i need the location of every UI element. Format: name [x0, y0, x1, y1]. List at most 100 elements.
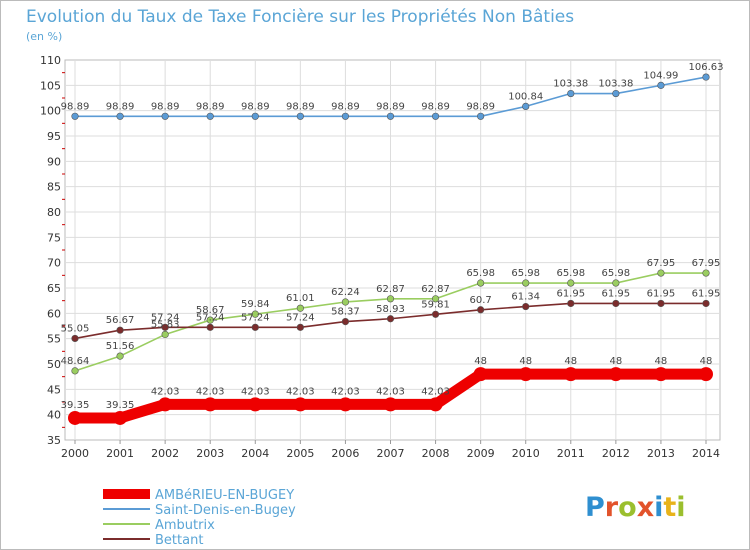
x-tick-label: 2009: [467, 447, 495, 460]
data-label: 106.63: [689, 62, 724, 73]
data-label: 62.87: [376, 284, 405, 295]
data-label: 100.84: [508, 91, 543, 102]
data-point: [206, 112, 214, 120]
data-point: [158, 397, 173, 412]
data-point: [293, 397, 308, 412]
data-label: 62.24: [331, 287, 360, 298]
data-label: 61.95: [602, 288, 631, 299]
x-tick-label: 2005: [286, 447, 314, 460]
data-point: [116, 352, 124, 360]
x-tick-label: 2012: [602, 447, 630, 460]
y-tick-label: 50: [47, 358, 61, 371]
data-point: [251, 310, 259, 318]
data-point: [657, 269, 665, 277]
legend: AMBéRIEU-EN-BUGEYSaint-Denis-en-BugeyAmb…: [103, 488, 296, 548]
grid-layer: [64, 59, 721, 441]
series-3: [71, 299, 710, 343]
y-tick-label: 45: [47, 383, 61, 396]
unit-label: (en %): [26, 30, 62, 43]
data-point: [567, 279, 575, 287]
data-label: 42.03: [421, 386, 450, 397]
series-0: [68, 367, 713, 425]
data-point: [296, 323, 304, 331]
y-tick-label: 70: [47, 257, 61, 270]
y-tick-label: 35: [47, 434, 61, 447]
data-point: [428, 397, 443, 412]
data-label: 61.95: [692, 288, 721, 299]
data-point: [657, 299, 665, 308]
data-point: [386, 112, 395, 120]
data-point: [161, 112, 169, 120]
data-point: [206, 323, 214, 331]
data-label: 61.01: [286, 293, 315, 304]
data-point: [296, 304, 304, 312]
data-label: 98.89: [106, 101, 135, 112]
data-point: [431, 112, 440, 120]
data-label: 65.98: [511, 268, 540, 279]
data-point: [608, 367, 623, 382]
chart-title: Evolution du Taux de Taxe Foncière sur l…: [26, 7, 574, 27]
data-point: [161, 323, 169, 331]
x-tick-label: 2006: [331, 447, 359, 460]
logo-letter: x: [637, 492, 654, 523]
data-point: [386, 295, 395, 303]
data-point: [341, 112, 350, 120]
axis-layer: 35 40 45 50 55 60 65 70 75 80 85 90 95 100 105 110 2000 2…: [40, 54, 720, 460]
data-point: [699, 367, 713, 382]
data-label: 98.89: [466, 101, 495, 112]
proxiti-logo: Proxiti: [585, 492, 686, 523]
data-label: 67.95: [692, 258, 721, 269]
series-2: [71, 269, 710, 375]
data-point: [477, 306, 485, 314]
data-label: 57.24: [196, 312, 225, 323]
x-tick-label: 2011: [557, 447, 585, 460]
data-label: 98.89: [331, 101, 360, 112]
data-label: 104.99: [643, 70, 678, 81]
data-point: [567, 299, 575, 308]
legend-label: Ambutrix: [155, 518, 215, 533]
data-label-layer: 39.35 39.35 42.03 42.03 42.03 42.03 42.03 42.03…: [61, 62, 724, 411]
x-tick-label: 2003: [196, 447, 224, 460]
logo-letter: r: [605, 492, 619, 523]
data-label: 98.89: [241, 101, 270, 112]
legend-label: AMBéRIEU-EN-BUGEY: [155, 488, 294, 503]
logo-letter: o: [618, 492, 637, 523]
data-point: [522, 302, 530, 311]
data-point: [702, 299, 710, 308]
data-label: 51.56: [106, 341, 135, 352]
y-tick-label: 105: [40, 79, 61, 92]
data-point: [518, 367, 533, 382]
data-point: [431, 310, 440, 318]
logo-letter: t: [663, 492, 676, 523]
data-point: [251, 323, 259, 331]
legend-label: Saint-Denis-en-Bugey: [155, 503, 296, 518]
x-tick-label: 2010: [512, 447, 540, 460]
data-point: [341, 298, 350, 306]
logo-letter: i: [654, 492, 663, 523]
series-1: [71, 73, 710, 120]
data-point: [338, 397, 353, 412]
x-tick-label: 2013: [647, 447, 675, 460]
data-label: 42.03: [196, 386, 225, 397]
data-label: 56.67: [106, 315, 135, 326]
x-tick-label: 2001: [106, 447, 134, 460]
data-label: 98.89: [376, 101, 405, 112]
y-tick-label: 40: [47, 409, 61, 422]
legend-label: Bettant: [155, 533, 203, 548]
data-label: 65.98: [466, 268, 495, 279]
data-point: [383, 397, 398, 412]
data-point: [702, 73, 710, 81]
logo-letter: P: [585, 492, 605, 523]
data-label: 59.81: [421, 299, 450, 310]
data-point: [702, 269, 710, 277]
data-point: [653, 367, 668, 382]
data-point: [248, 397, 263, 412]
data-label: 55.05: [61, 323, 90, 334]
data-label: 67.95: [647, 258, 676, 269]
data-label: 57.24: [286, 312, 315, 323]
series-layer: [68, 73, 713, 425]
data-label: 58.93: [376, 304, 405, 315]
